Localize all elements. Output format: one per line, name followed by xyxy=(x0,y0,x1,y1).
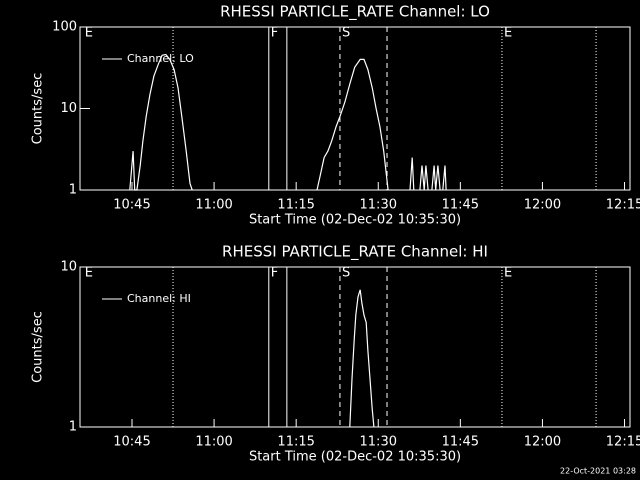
x-tick-label: 12:00 xyxy=(524,198,561,213)
flag-label: F xyxy=(271,266,278,281)
chart-title: RHESSI PARTICLE_RATE Channel: HI xyxy=(222,243,488,262)
x-tick-label: 11:30 xyxy=(360,198,397,213)
flag-label: E xyxy=(504,266,512,281)
y-axis-label: Counts/sec xyxy=(31,311,46,383)
data-line xyxy=(129,53,447,191)
x-tick-label: 10:45 xyxy=(113,435,150,450)
x-tick-label: 12:15 xyxy=(606,435,640,450)
flag-label: E xyxy=(85,26,93,41)
x-tick-label: 11:45 xyxy=(442,435,479,450)
footer: 22-Oct-2021 03:28 xyxy=(560,467,636,476)
x-axis-label: Start Time (02-Dec-02 10:35:30) xyxy=(249,450,461,465)
y-tick-label: 1 xyxy=(69,420,77,435)
flag-label: S xyxy=(342,266,350,281)
x-tick-label: 11:15 xyxy=(277,435,314,450)
x-tick-label: 12:00 xyxy=(524,435,561,450)
x-tick-label: 11:30 xyxy=(360,435,397,450)
x-tick-label: 11:45 xyxy=(442,198,479,213)
x-axis-label: Start Time (02-Dec-02 10:35:30) xyxy=(249,213,461,228)
x-tick-label: 11:00 xyxy=(195,435,232,450)
y-axis-label: Counts/sec xyxy=(31,73,46,145)
x-tick-label: 11:15 xyxy=(277,198,314,213)
y-tick-label: 100 xyxy=(52,20,77,35)
flag-label: E xyxy=(504,26,512,41)
y-tick-label: 10 xyxy=(60,101,77,116)
y-tick-label: 10 xyxy=(60,260,77,275)
legend-label: Channel: HI xyxy=(127,292,191,305)
flag-label: F xyxy=(271,26,278,41)
x-tick-label: 11:00 xyxy=(195,198,232,213)
x-tick-label: 10:45 xyxy=(113,198,150,213)
chart-title: RHESSI PARTICLE_RATE Channel: LO xyxy=(220,3,490,22)
plot-frame xyxy=(79,266,631,428)
y-tick-label: 1 xyxy=(69,183,77,198)
flag-label: S xyxy=(342,26,350,41)
x-tick-label: 12:15 xyxy=(606,198,640,213)
legend-label: Channel: LO xyxy=(127,52,194,65)
data-line xyxy=(349,289,375,428)
flag-label: E xyxy=(85,266,93,281)
